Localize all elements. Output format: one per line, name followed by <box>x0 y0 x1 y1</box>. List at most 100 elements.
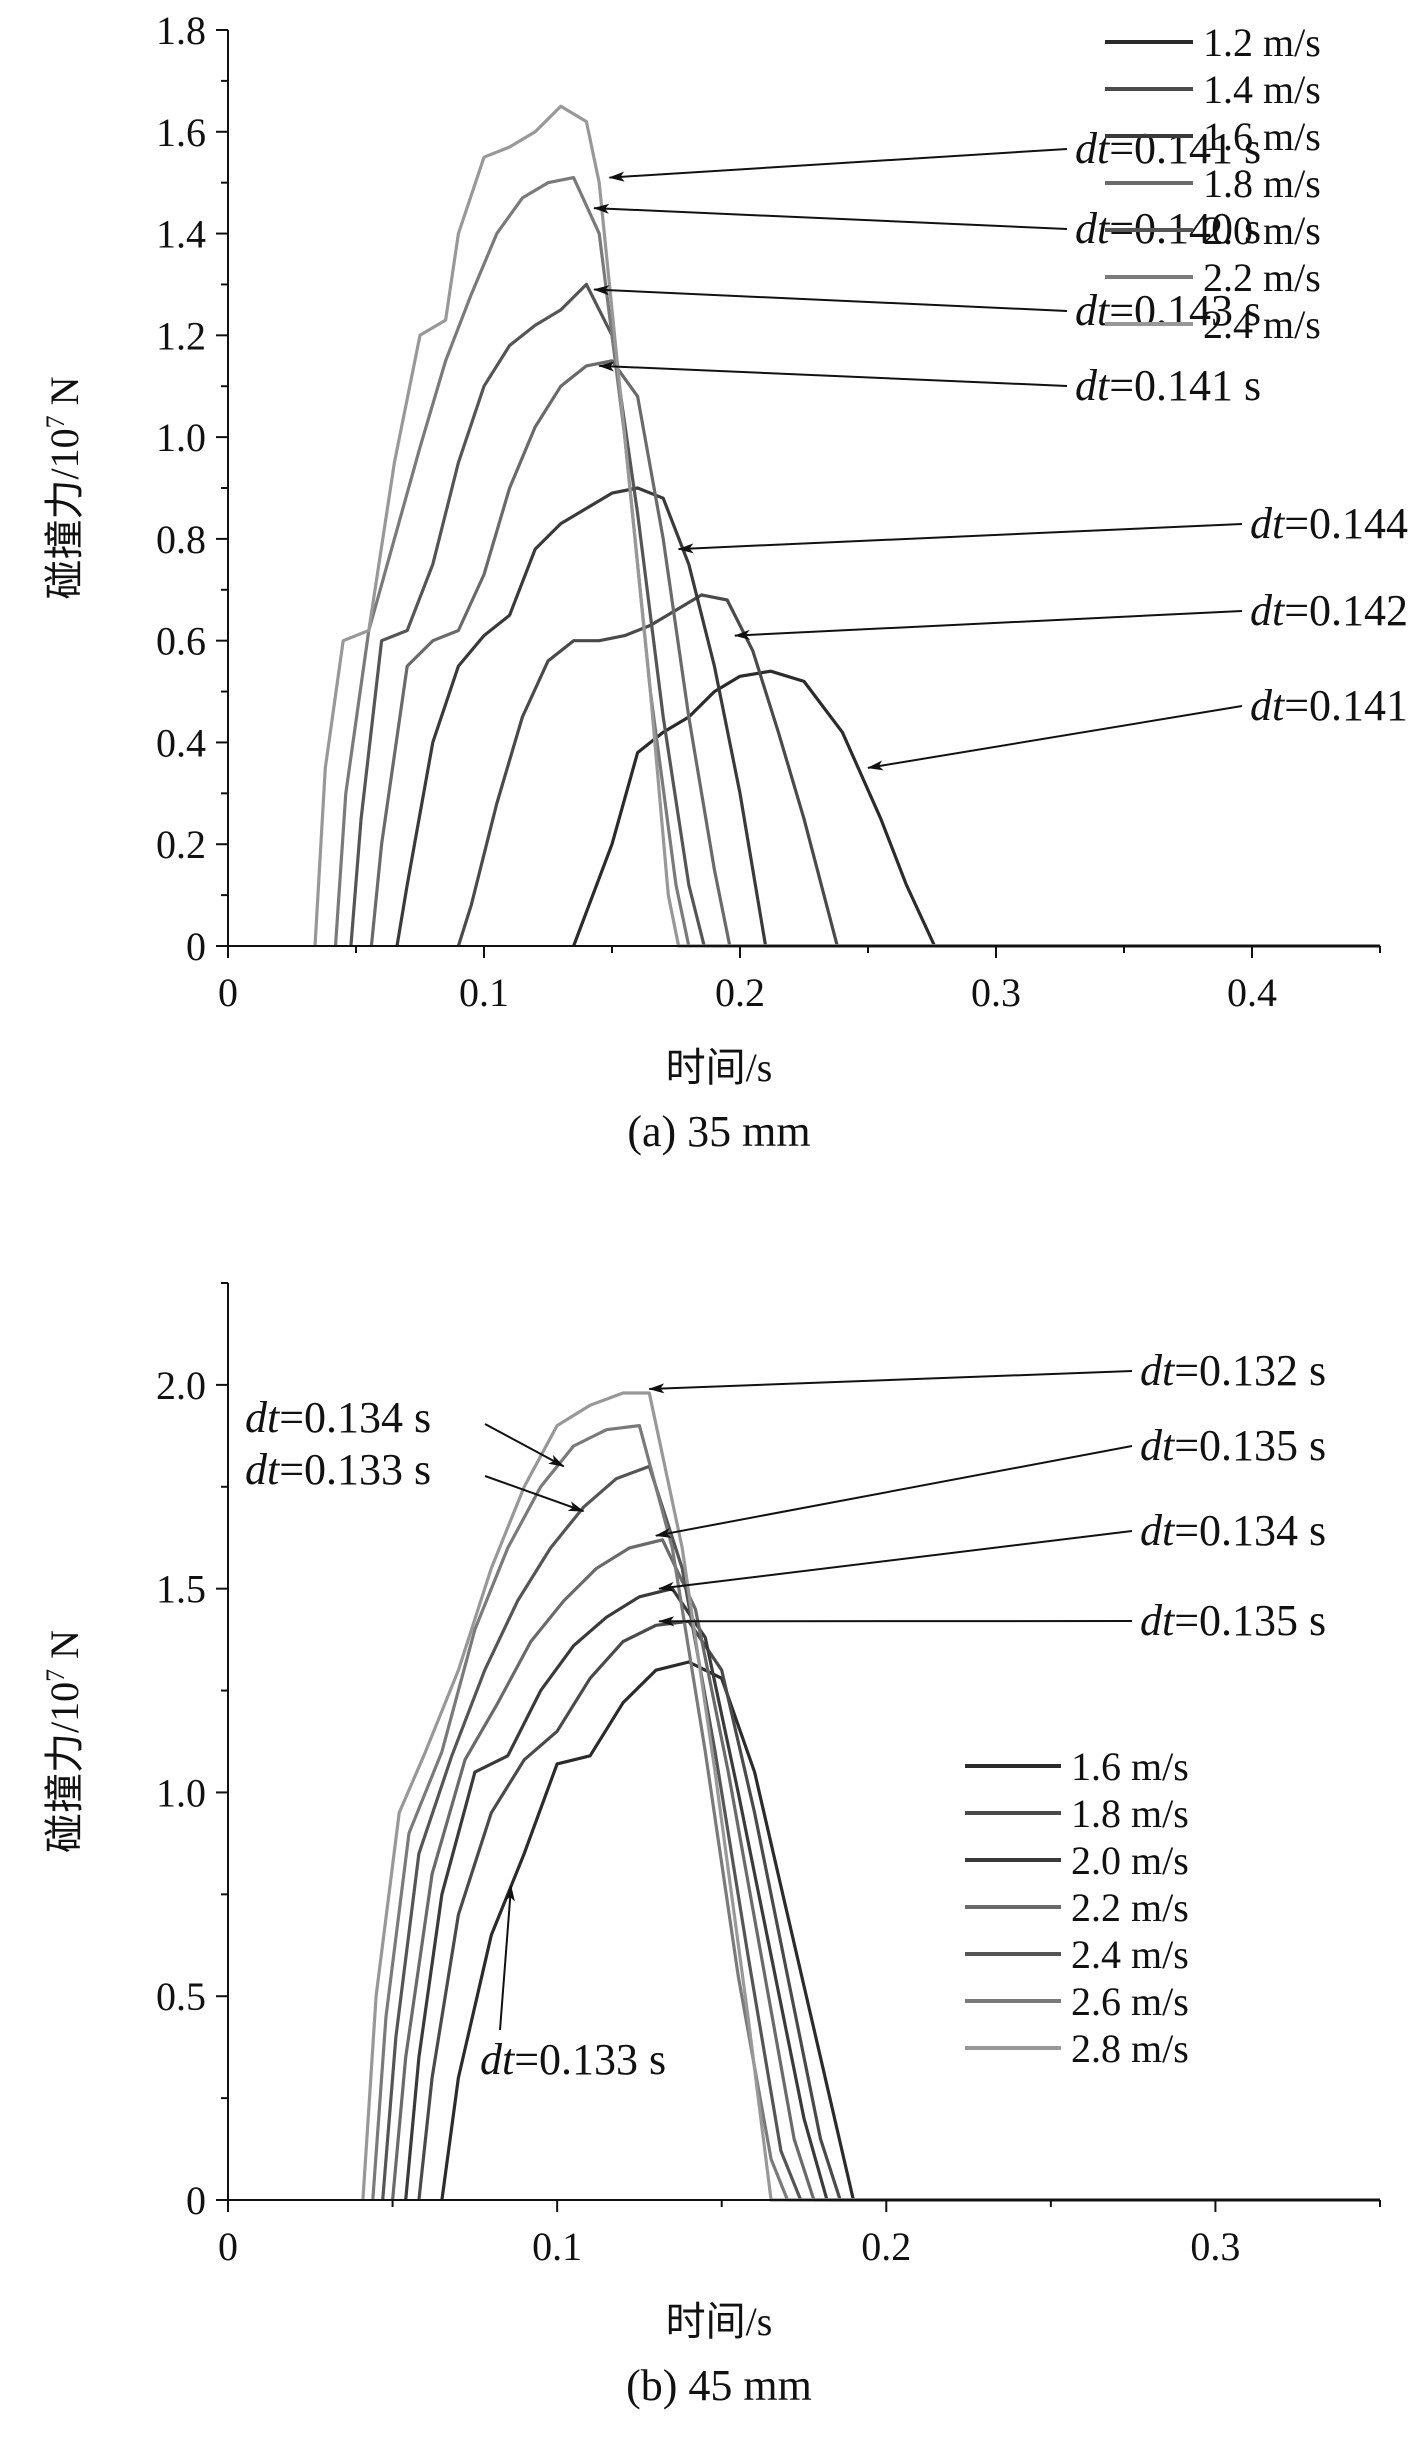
y-tick-label: 0.2 <box>156 822 206 867</box>
legend-label: 1.6 m/s <box>1071 1744 1189 1789</box>
y-axis-label-exponent: 7 <box>41 415 70 428</box>
y-tick-label: 1.5 <box>156 1567 206 1612</box>
annotation-symbol: dt <box>245 1393 281 1442</box>
chart-panel-a: 0 0.1 0.2 0.3 0.4 0 0.2 0.4 0.6 0.8 1.0 1.2 1.4 1.6 1.… <box>41 8 1417 1156</box>
legend-label: 2.4 m/s <box>1071 1932 1189 1977</box>
legend-label: 2.2 m/s <box>1071 1885 1189 1930</box>
y-tick-label: 0 <box>186 2178 206 2223</box>
annotation-symbol: dt <box>1140 1346 1176 1395</box>
y-tick-label: 1.2 <box>156 313 206 358</box>
y-tick-label: 2.0 <box>156 1363 206 1408</box>
x-tick-label: 0.2 <box>715 970 765 1015</box>
y-tick-label: 0 <box>186 924 206 969</box>
y-tick-label: 0.8 <box>156 517 206 562</box>
annotation-label: dt=0.143 s <box>1075 286 1261 335</box>
x-tick-label: 0.1 <box>459 970 509 1015</box>
series-line-2.8 <box>361 1391 1380 2202</box>
y-tick-label: 0.5 <box>156 1974 206 2019</box>
annotation-symbol: dt <box>1075 124 1111 173</box>
legend-label: 2.4 m/s <box>1203 302 1321 347</box>
series-line-2.4 <box>313 104 1380 948</box>
annotation-label: dt=0.132 s <box>1140 1346 1326 1395</box>
annotation-value: =0.141 s <box>1109 361 1261 410</box>
annotation-symbol: dt <box>1140 1506 1176 1555</box>
annotation-label: dt=0.134 s <box>1140 1506 1326 1555</box>
y-tick-label: 0.6 <box>156 619 206 664</box>
legend-label: 1.8 m/s <box>1203 161 1321 206</box>
annotation-value: =0.135 s <box>1174 1421 1326 1470</box>
y-axis-label-unit: N <box>42 376 87 415</box>
series-line-2.0 <box>349 282 1380 948</box>
annotation-arrow <box>608 148 1068 182</box>
y-axis-label: 碰撞力/107 N <box>41 1630 88 1853</box>
annotation-arrow <box>598 361 1068 387</box>
annotation-label: dt=0.142 s <box>1250 586 1417 635</box>
y-axis-label-prefix: 碰撞力/10 <box>42 1682 87 1853</box>
x-tick-label: 0.1 <box>532 2224 582 2269</box>
annotation-arrow <box>484 1475 585 1513</box>
legend-label: 2.0 m/s <box>1071 1838 1189 1883</box>
x-tick-label: 0.2 <box>861 2224 911 2269</box>
series-line-1.6 <box>395 486 1380 948</box>
y-axis-label-exponent: 7 <box>41 1669 70 1682</box>
annotation-label: dt=0.135 s <box>1140 1421 1326 1470</box>
annotation-label: dt=0.133 s <box>245 1445 431 1494</box>
annotation-arrow <box>677 523 1243 554</box>
annotation-symbol: dt <box>1250 499 1286 548</box>
annotation-arrow <box>867 705 1243 771</box>
annotation-label: dt=0.141 s <box>1250 681 1417 730</box>
x-axis-label: 时间/s <box>666 1045 773 1090</box>
annotation-symbol: dt <box>1250 586 1286 635</box>
y-tick-label: 1.8 <box>156 8 206 53</box>
legend-label: 2.6 m/s <box>1071 1979 1189 2024</box>
y-axis-label-unit: N <box>42 1630 87 1669</box>
x-tick-label: 0 <box>218 970 238 1015</box>
x-tick-label: 0.4 <box>1227 970 1277 1015</box>
legend-label: 2.8 m/s <box>1071 2026 1189 2071</box>
annotation-arrow <box>499 1885 515 2031</box>
annotation-value: =0.143 s <box>1109 286 1261 335</box>
series-line-1.6 <box>440 1660 1380 2202</box>
y-tick-label: 1.6 <box>156 110 206 155</box>
chart-caption: (a) 35 mm <box>627 1107 810 1156</box>
annotation-value: =0.141 s <box>1109 124 1261 173</box>
series-line-1.8 <box>417 1619 1380 2202</box>
series-line-2.4 <box>381 1464 1380 2202</box>
annotation-label: dt=0.141 s <box>1075 361 1261 410</box>
annotation-label: dt=0.135 s <box>1140 1596 1326 1645</box>
annotation-label: dt=0.133 s <box>480 2035 666 2084</box>
x-tick-label: 0.3 <box>971 970 1021 1015</box>
series-line-2.2 <box>391 1538 1380 2202</box>
annotation-arrow <box>593 203 1068 230</box>
annotation-label: dt=0.144 s <box>1250 499 1417 548</box>
annotation-arrow <box>593 285 1068 312</box>
legend-label: 1.2 m/s <box>1203 20 1321 65</box>
y-tick-label: 1.0 <box>156 1770 206 1815</box>
annotation-value: =0.142 s <box>1284 586 1417 635</box>
annotation-value: =0.133 s <box>279 1445 431 1494</box>
y-tick-label: 0.4 <box>156 720 206 765</box>
series-line-2.2 <box>333 176 1380 948</box>
annotation-value: =0.141 s <box>1284 681 1417 730</box>
series-line-1.8 <box>369 359 1380 948</box>
y-tick-label: 1.0 <box>156 415 206 460</box>
annotation-symbol: dt <box>245 1445 281 1494</box>
annotation-symbol: dt <box>1075 361 1111 410</box>
legend-label: 1.4 m/s <box>1203 67 1321 112</box>
annotation-value: =0.133 s <box>514 2035 666 2084</box>
y-axis-label: 碰撞力/107 N <box>41 376 88 599</box>
annotation-symbol: dt <box>480 2035 516 2084</box>
chart-panel-b: 0 0.1 0.2 0.300.51.01.52.0 dt=0.132 sdt=0.1… <box>41 1282 1381 2410</box>
annotation-symbol: dt <box>1075 286 1111 335</box>
legend-label: 1.6 m/s <box>1203 114 1321 159</box>
series-line-1.4 <box>456 593 1380 948</box>
annotation-value: =0.144 s <box>1284 499 1417 548</box>
annotation-value: =0.134 s <box>1174 1506 1326 1555</box>
x-tick-label: 0.3 <box>1190 2224 1240 2269</box>
annotation-symbol: dt <box>1250 681 1286 730</box>
legend-label: 1.8 m/s <box>1071 1791 1189 1836</box>
y-tick-label: 1.4 <box>156 212 206 257</box>
legend-label: 2.0 m/s <box>1203 208 1321 253</box>
chart-caption: (b) 45 mm <box>626 2361 812 2410</box>
